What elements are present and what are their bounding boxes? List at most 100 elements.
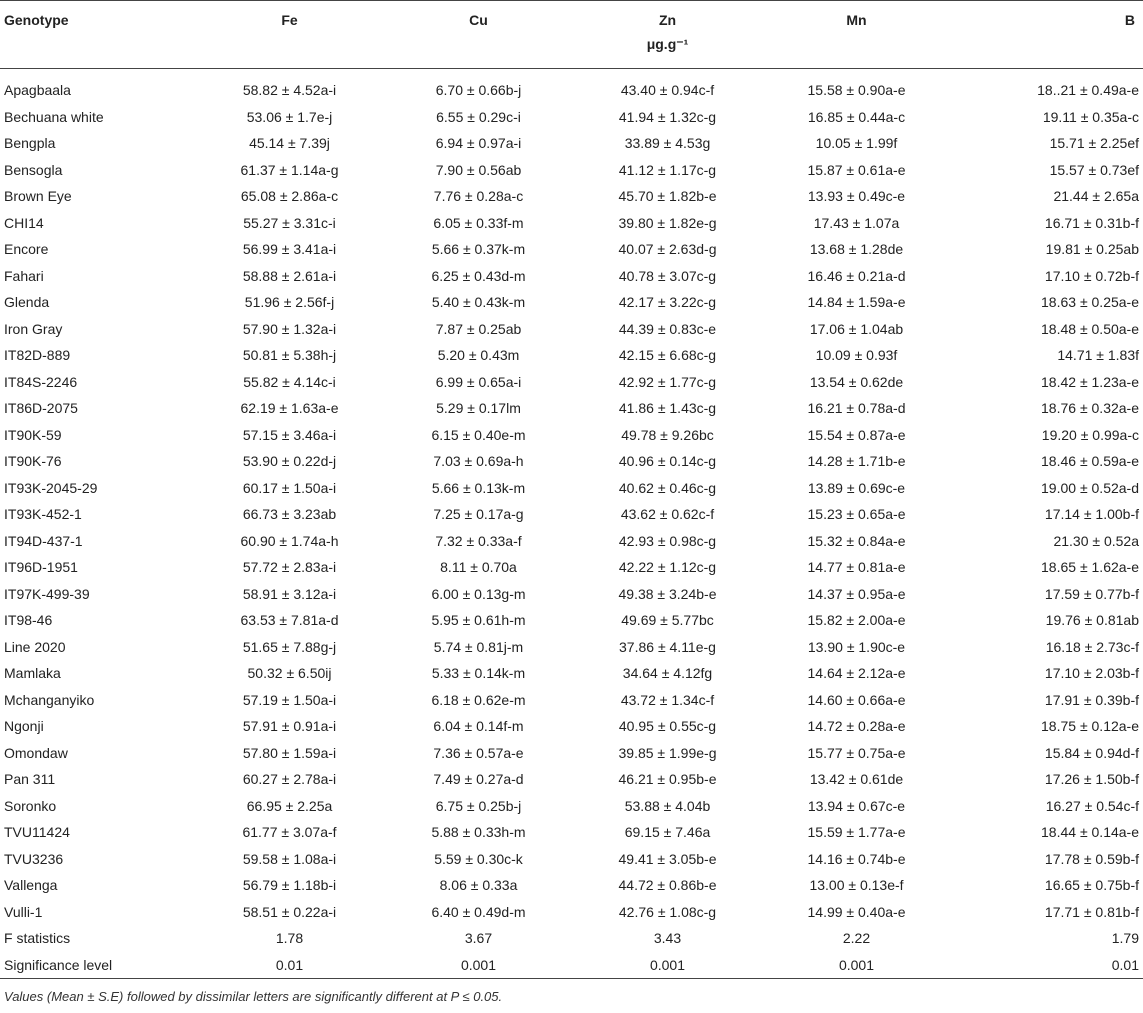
table-cell: 43.62 ± 0.62c-f (620, 506, 715, 522)
table-cell: 6.25 ± 0.43d-m (431, 267, 526, 284)
table-cell: 0.001 (762, 951, 951, 979)
row-label: IT90K-76 (4, 453, 62, 469)
table-cell: 61.37 ± 1.14a-g (240, 161, 339, 178)
table-cell: 50.32 ± 6.50ij (247, 665, 332, 681)
table-row: Ngonji 57.91 ± 0.91a-i 6.04 ± 0.14f-m 40.95… (0, 713, 1143, 740)
table-cell: 7.36 ± 0.57a-e (433, 744, 524, 761)
table-cell: 5.66 ± 0.13k-m (431, 479, 526, 496)
table-cell: 41.86 ± 1.43c-g (618, 400, 717, 416)
table-cell: 5.59 ± 0.30c-k (434, 850, 523, 867)
table-row: TVU11424 61.77 ± 3.07a-f 5.88 ± 0.33h-m 69.… (0, 819, 1143, 846)
table-cell: 60.17 ± 1.50a-i (242, 479, 337, 496)
table-row: Bensogla 61.37 ± 1.14a-g 7.90 ± 0.56ab 41.1… (0, 157, 1143, 184)
table-cell: 17.26 ± 1.50b-f (1044, 771, 1139, 787)
row-label: IT98-46 (4, 612, 53, 628)
data-table-container: Genotype Fe Cu Zn μg.g⁻¹ Mn B Apagbaala 5… (0, 0, 1143, 979)
table-footnote: Values (Mean ± S.E) followed by dissimil… (4, 989, 503, 1004)
row-label: TVU3236 (4, 850, 64, 867)
table-cell: 15.87 ± 0.61a-e (807, 161, 906, 178)
header-row: Genotype Fe Cu Zn μg.g⁻¹ Mn B (0, 1, 1143, 69)
row-label: Bechuana white (4, 108, 104, 125)
table-cell: 40.62 ± 0.46c-g (618, 479, 717, 496)
row-label: F statistics (4, 930, 71, 946)
table-cell: 19.11 ± 0.35a-c (1042, 108, 1139, 125)
table-cell: 55.27 ± 3.31c-i (243, 214, 336, 231)
row-label: IT86D-2075 (4, 400, 78, 416)
table-cell: 13.00 ± 0.13e-f (809, 877, 904, 893)
table-cell: 7.87 ± 0.25ab (435, 320, 522, 337)
table-row: IT94D-437-1 60.90 ± 1.74a-h 7.32 ± 0.33a-f… (0, 528, 1143, 555)
table-row: IT93K-2045-29 60.17 ± 1.50a-i 5.66 ± 0.13k… (0, 475, 1143, 502)
table-cell: 17.78 ± 0.59b-f (1044, 850, 1139, 867)
table-cell: 15.82 ± 2.00a-e (807, 612, 906, 628)
table-cell: 40.96 ± 0.14c-g (618, 453, 717, 469)
table-cell: 6.04 ± 0.14f-m (433, 718, 524, 734)
table-cell: 7.49 ± 0.27a-d (433, 771, 524, 787)
table-cell: 18.48 ± 0.50a-e (1041, 320, 1139, 337)
row-label: IT84S-2246 (4, 373, 78, 390)
table-cell: 6.75 ± 0.25b-j (435, 797, 522, 814)
table-row: Apagbaala 58.82 ± 4.52a-i 6.70 ± 0.66b-j 43… (0, 69, 1143, 104)
table-cell: 17.59 ± 0.77b-f (1044, 585, 1139, 602)
table-cell: 19.81 ± 0.25ab (1045, 241, 1139, 257)
row-label: Fahari (4, 267, 44, 284)
row-label: IT96D-1951 (4, 559, 78, 575)
table-cell: 19.00 ± 0.52a-d (1041, 479, 1139, 496)
table-row: IT93K-452-1 66.73 ± 3.23ab 7.25 ± 0.17a-g 4… (0, 501, 1143, 528)
header-genotype: Genotype (0, 1, 195, 69)
table-cell: 53.06 ± 1.7e-j (246, 108, 333, 125)
row-label: Bengpla (4, 135, 56, 151)
header-zn: Zn μg.g⁻¹ (573, 1, 762, 69)
table-cell: 15.54 ± 0.87a-e (807, 426, 906, 443)
table-cell: 3.67 (464, 930, 493, 946)
row-label: IT90K-59 (4, 426, 62, 443)
table-cell: 0.001 (573, 951, 762, 979)
table-cell: 33.89 ± 4.53g (624, 135, 711, 151)
table-cell: 14.60 ± 0.66a-e (807, 691, 906, 708)
table-cell: 5.20 ± 0.43m (437, 347, 520, 363)
table-cell: 5.74 ± 0.81j-m (433, 638, 524, 655)
table-cell: 17.14 ± 1.00b-f (1044, 506, 1139, 522)
table-cell: 5.88 ± 0.33h-m (431, 824, 526, 840)
table-cell: 3.43 (653, 930, 682, 946)
table-cell: 14.99 ± 0.40a-e (807, 903, 906, 920)
table-cell: 51.65 ± 7.88g-j (242, 638, 337, 655)
table-cell: 1.79 (1111, 930, 1139, 946)
table-row: Encore 56.99 ± 3.41a-i 5.66 ± 0.37k-m 40.07… (0, 236, 1143, 263)
table-cell: 37.86 ± 4.11e-g (619, 638, 716, 655)
row-label: Significance level (0, 951, 195, 979)
table-cell: 18.76 ± 0.32a-e (1041, 400, 1139, 416)
table-row: IT90K-59 57.15 ± 3.46a-i 6.15 ± 0.40e-m 49.… (0, 422, 1143, 449)
table-cell: 57.72 ± 2.83a-i (242, 559, 337, 575)
table-row: IT90K-76 53.90 ± 0.22d-j 7.03 ± 0.69a-h 40.… (0, 448, 1143, 475)
table-cell: 19.76 ± 0.81ab (1045, 612, 1139, 628)
table-row: Bengpla 45.14 ± 7.39j 6.94 ± 0.97a-i 33.89 … (0, 130, 1143, 157)
row-label: Vulli-1 (4, 903, 43, 920)
table-cell: 44.39 ± 0.83c-e (618, 320, 717, 337)
table-row: Fahari 58.88 ± 2.61a-i 6.25 ± 0.43d-m 40.78… (0, 263, 1143, 290)
mineral-content-table: Genotype Fe Cu Zn μg.g⁻¹ Mn B Apagbaala 5… (0, 0, 1143, 979)
table-cell: 14.64 ± 2.12a-e (807, 665, 906, 681)
header-b: B (951, 1, 1143, 69)
row-label: Ngonji (4, 718, 44, 734)
row-label: IT97K-499-39 (4, 585, 90, 602)
table-cell: 57.91 ± 0.91a-i (242, 718, 337, 734)
table-row: CHI14 55.27 ± 3.31c-i 6.05 ± 0.33f-m 39.80 … (0, 210, 1143, 237)
table-cell: 57.80 ± 1.59a-i (242, 744, 337, 761)
table-cell: 17.10 ± 0.72b-f (1044, 267, 1139, 284)
table-cell: 19.20 ± 0.99a-c (1041, 426, 1139, 443)
row-label: Apagbaala (4, 82, 71, 98)
row-label: Pan 311 (4, 771, 56, 787)
table-row: Vallenga 56.79 ± 1.18b-i 8.06 ± 0.33a 44.72… (0, 872, 1143, 899)
table-cell: 6.70 ± 0.66b-j (435, 82, 522, 98)
row-label: Mamlaka (4, 665, 61, 681)
table-cell: 16.18 ± 2.73c-f (1045, 638, 1139, 655)
table-cell: 44.72 ± 0.86b-e (618, 877, 717, 893)
table-cell: 43.40 ± 0.94c-f (620, 82, 715, 98)
table-cell: 15.77 ± 0.75a-e (807, 744, 906, 761)
row-label: Mchanganyiko (4, 691, 95, 708)
table-cell: 66.95 ± 2.25a (246, 797, 333, 814)
table-cell: 53.90 ± 0.22d-j (242, 453, 337, 469)
table-cell: 18.44 ± 0.14a-e (1041, 824, 1139, 840)
row-label: Encore (4, 241, 49, 257)
